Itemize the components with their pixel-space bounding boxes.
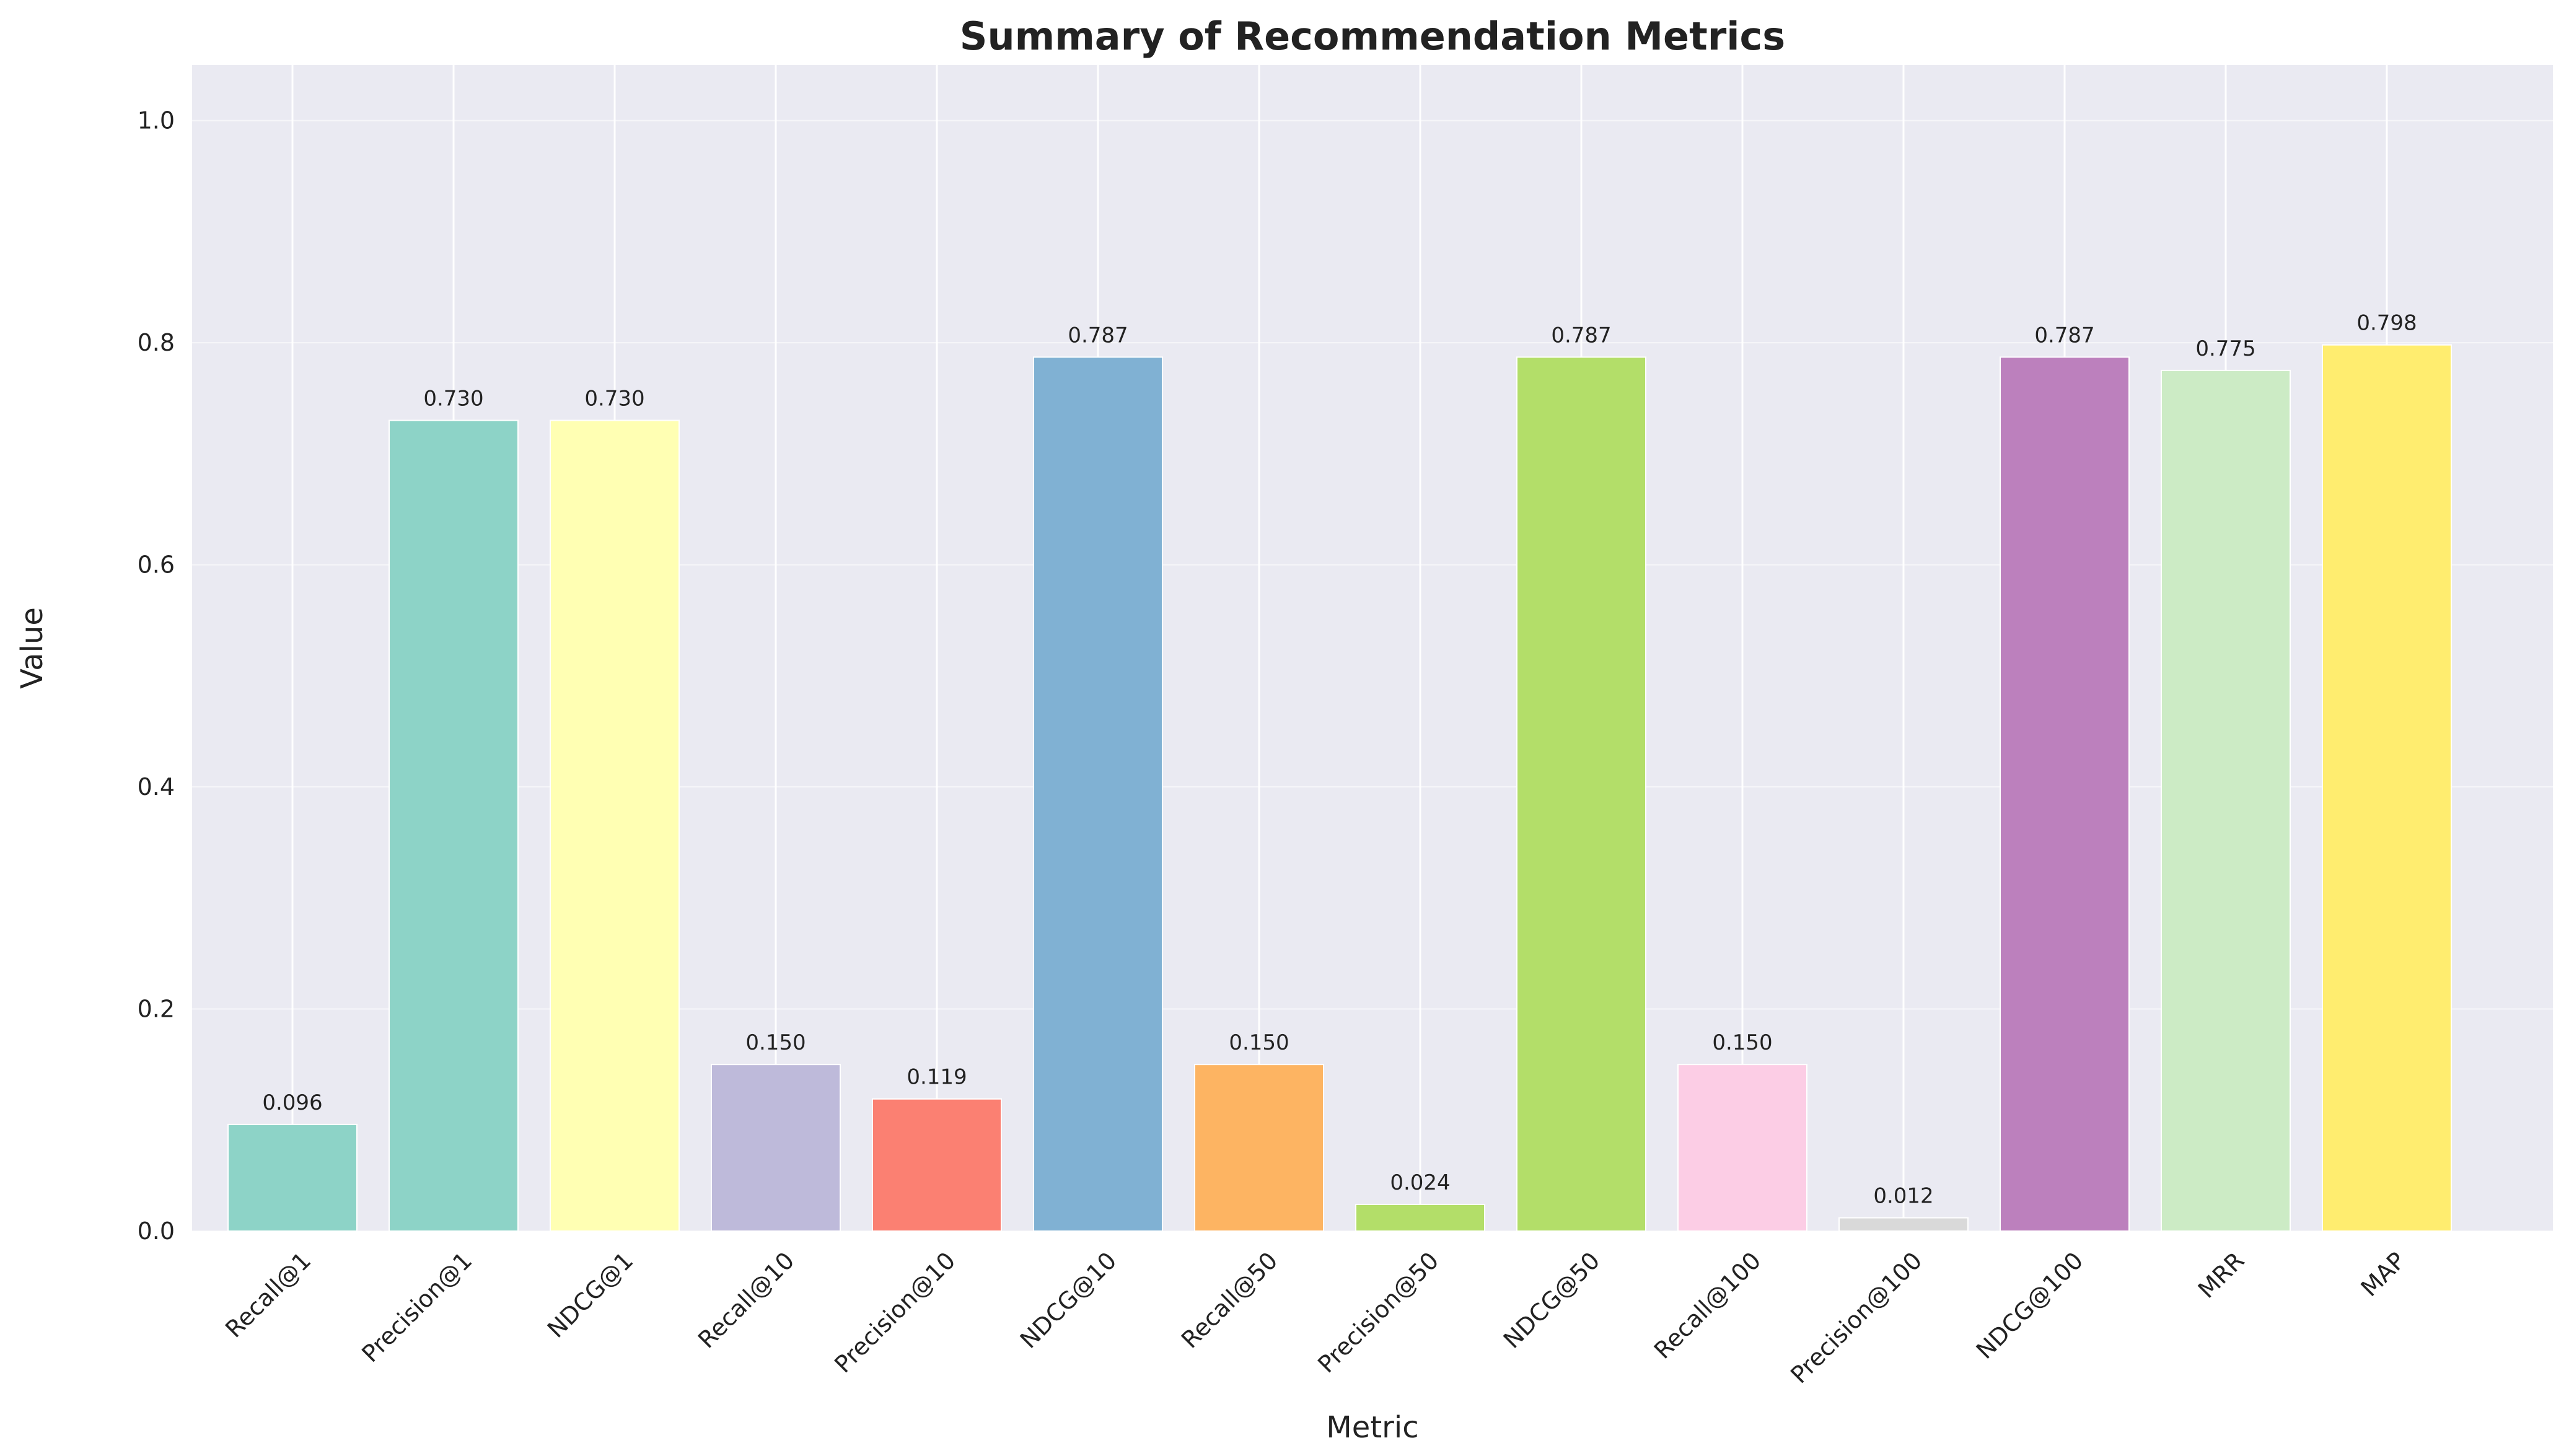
bar-precision-at-50 (1355, 1203, 1485, 1232)
x-tick-label: MRR (2193, 1247, 2250, 1304)
data-label: 0.775 (2195, 336, 2255, 361)
x-tick-label: MAP (2355, 1247, 2410, 1302)
x-tick-label: NDCG@50 (1498, 1247, 1605, 1354)
chart-title: Summary of Recommendation Metrics (960, 14, 1785, 59)
bar-recall-at-50 (1194, 1064, 1324, 1232)
data-label: 0.798 (2356, 311, 2417, 336)
x-tick-label: Recall@50 (1176, 1247, 1283, 1353)
data-label: 0.787 (1068, 323, 1128, 348)
y-tick-label: 0.4 (138, 773, 175, 800)
y-tick-label: 0.0 (138, 1217, 175, 1245)
x-tick-label: NDCG@100 (1971, 1247, 2089, 1364)
data-label: 0.096 (262, 1090, 322, 1115)
data-label: 0.730 (423, 387, 483, 411)
bar-mrr (2161, 369, 2291, 1232)
data-label: 0.024 (1390, 1170, 1450, 1195)
bar-recall-at-100 (1677, 1064, 1807, 1232)
x-tick-label: Recall@1 (220, 1247, 316, 1343)
bar-recall-at-1 (227, 1123, 358, 1232)
data-label: 0.787 (2034, 323, 2094, 348)
bar-map (2322, 344, 2452, 1232)
data-label: 0.730 (584, 387, 644, 411)
bar-ndcg-at-50 (1516, 356, 1646, 1232)
y-tick-label: 0.8 (138, 329, 175, 356)
x-tick-label: Recall@10 (693, 1247, 799, 1353)
data-label: 0.119 (907, 1065, 967, 1090)
data-label: 0.150 (745, 1030, 806, 1055)
bar-precision-at-100 (1838, 1217, 1969, 1232)
y-axis-ticks: 0.0 0.2 0.4 0.6 0.8 1.0 (138, 107, 175, 1245)
bar-ndcg-at-1 (550, 419, 680, 1232)
y-tick-label: 0.2 (138, 996, 175, 1023)
x-tick-label: Precision@1 (356, 1247, 477, 1367)
bars (227, 344, 2452, 1232)
y-tick-label: 0.6 (138, 551, 175, 579)
bar-precision-at-1 (389, 419, 519, 1232)
x-axis-label: Metric (1326, 1410, 1418, 1445)
y-tick-label: 1.0 (138, 107, 175, 134)
data-label: 0.150 (1712, 1030, 1772, 1055)
data-labels: 0.096 0.730 0.730 0.150 0.119 0.787 0.150 0.024… (262, 311, 2417, 1209)
x-tick-label: Precision@100 (1785, 1247, 1927, 1388)
x-axis-ticks: Recall@1 Precision@1 NDCG@1 Recall@10 Precis… (220, 1247, 2410, 1388)
data-label: 0.787 (1551, 323, 1611, 348)
x-tick-label: NDCG@10 (1015, 1247, 1122, 1354)
data-label: 0.150 (1229, 1030, 1289, 1055)
x-tick-label: NDCG@1 (542, 1247, 638, 1343)
y-axis-label: Value (15, 607, 50, 689)
bar-precision-at-10 (872, 1098, 1002, 1232)
bar-recall-at-10 (711, 1064, 841, 1232)
x-tick-label: Precision@50 (1312, 1247, 1444, 1378)
x-tick-label: Recall@100 (1649, 1247, 1766, 1364)
bar-ndcg-at-10 (1033, 356, 1163, 1232)
x-tick-label: Precision@10 (829, 1247, 960, 1378)
data-label: 0.012 (1873, 1183, 1933, 1208)
bar-ndcg-at-100 (2000, 356, 2130, 1232)
